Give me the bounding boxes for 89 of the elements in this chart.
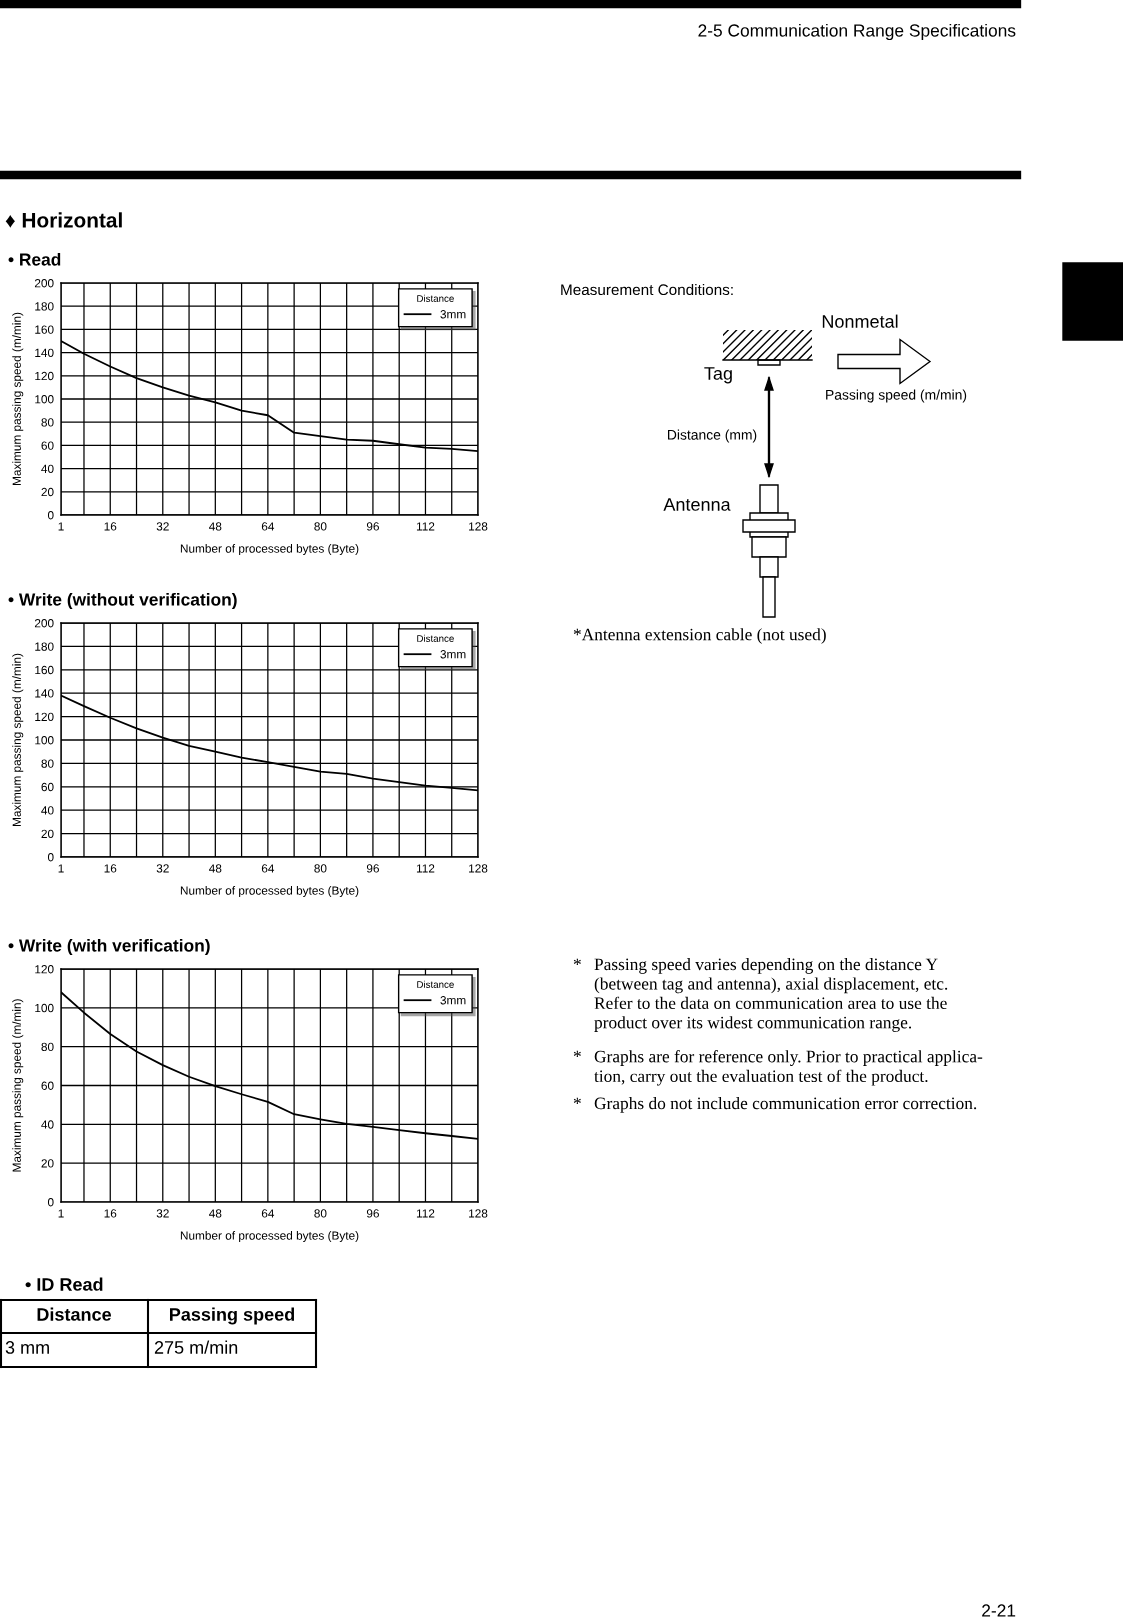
y-axis-title: Maximum passing speed (m/min) — [12, 999, 24, 1172]
legend-title: Distance — [417, 980, 454, 988]
x-tick-label: 48 — [209, 864, 222, 873]
x-tick-label: 48 — [209, 1209, 222, 1218]
x-tick-label: 80 — [314, 1209, 327, 1218]
y-tick-label: 200 — [34, 619, 54, 628]
x-tick-label: 96 — [366, 1209, 379, 1218]
y-tick-label: 160 — [35, 665, 54, 675]
y-tick-label: 160 — [35, 325, 54, 334]
x-tick-label: 1 — [58, 522, 64, 531]
legend-label: 3mm — [440, 650, 466, 659]
text: Measurement Conditions: — [561, 283, 733, 296]
text: Tag — [704, 367, 732, 384]
text: Nonmetal — [822, 314, 898, 328]
x-tick-label: 64 — [261, 1209, 275, 1218]
chart-title: • Read — [8, 252, 61, 266]
y-tick-label: 80 — [41, 418, 54, 427]
legend-label: 3mm — [440, 310, 466, 319]
y-tick-label: 60 — [41, 441, 54, 450]
text: 3 mm — [5, 1341, 49, 1354]
y-tick-label: 120 — [35, 371, 54, 381]
x-tick-label: 32 — [156, 864, 169, 873]
text: • ID Read — [25, 1277, 103, 1291]
text: Distance (mm) — [668, 429, 757, 443]
text: *Antenna extension cable (not used) — [573, 628, 826, 644]
chart-title: • Write (with verification) — [8, 938, 210, 956]
text: * Graphs are for reference only. Prior to practical applica- tion, carry out the evaluation test of the product. — [573, 1050, 983, 1086]
text: * Graphs do not include communication error correction. — [573, 1097, 977, 1113]
y-tick-label: 140 — [35, 689, 54, 698]
text: Passing speed (m/min) — [826, 389, 967, 403]
text: 2-5 Communication Range Specifications — [698, 23, 1016, 41]
y-tick-label: 20 — [41, 829, 54, 838]
x-tick-label: 16 — [104, 1209, 117, 1218]
y-tick-label: 100 — [35, 1003, 54, 1013]
text: 2-21 — [982, 1604, 1016, 1617]
y-tick-label: 80 — [41, 759, 54, 768]
y-tick-label: 120 — [35, 712, 54, 721]
y-tick-label: 20 — [41, 1159, 54, 1168]
y-tick-label: 100 — [35, 736, 54, 745]
text: Antenna — [663, 498, 731, 511]
y-tick-label: 80 — [41, 1042, 54, 1052]
x-tick-label: 128 — [469, 522, 488, 531]
y-tick-label: 40 — [41, 1120, 54, 1129]
x-tick-label: 112 — [416, 522, 435, 531]
y-tick-label: 180 — [35, 302, 54, 311]
legend-title: Distance — [417, 294, 454, 302]
y-axis-title: Maximum passing speed (m/min) — [12, 312, 24, 485]
x-tick-label: 16 — [104, 522, 117, 531]
legend-label: 3mm — [440, 996, 466, 1005]
legend-title: Distance — [417, 634, 454, 642]
x-tick-label: 112 — [416, 1209, 435, 1218]
x-tick-label: 80 — [314, 864, 327, 873]
y-tick-label: 180 — [35, 642, 54, 651]
x-tick-label: 128 — [469, 864, 488, 873]
y-tick-label: 40 — [41, 464, 54, 473]
x-tick-label: 1 — [58, 864, 64, 873]
text: Passing speed — [169, 1307, 295, 1325]
y-tick-label: 0 — [47, 1198, 54, 1207]
x-tick-label: 128 — [469, 1209, 488, 1218]
x-tick-label: 96 — [366, 864, 379, 873]
x-axis-title: Number of processed bytes (Byte) — [180, 544, 359, 556]
x-tick-label: 96 — [366, 522, 379, 531]
x-tick-label: 32 — [156, 522, 169, 531]
y-tick-label: 20 — [41, 487, 54, 497]
x-tick-label: 32 — [156, 1209, 169, 1218]
y-tick-label: 100 — [35, 395, 54, 404]
y-tick-label: 40 — [41, 806, 54, 815]
x-tick-label: 48 — [209, 522, 222, 531]
x-tick-label: 112 — [416, 864, 435, 873]
text: * Passing speed varies depending on the distance Y (between tag and antenna), axial displacement, etc. Refer to the data on communication area to use the product over its widest communication range. — [573, 958, 948, 1032]
y-tick-label: 60 — [41, 1081, 54, 1090]
text: Distance — [37, 1307, 112, 1321]
y-axis-title: Maximum passing speed (m/min) — [12, 653, 24, 826]
text: ♦ Horizontal — [5, 212, 122, 228]
text: 275 m/min — [154, 1340, 238, 1354]
y-tick-label: 120 — [35, 965, 54, 974]
chart-title: • Write (without verification) — [8, 592, 237, 610]
x-tick-label: 1 — [58, 1209, 64, 1218]
x-tick-label: 80 — [314, 522, 327, 531]
x-tick-label: 16 — [104, 864, 117, 873]
y-tick-label: 200 — [34, 279, 54, 288]
y-tick-label: 140 — [35, 348, 54, 357]
y-tick-label: 0 — [47, 511, 54, 520]
x-axis-title: Number of processed bytes (Byte) — [180, 1231, 359, 1243]
y-tick-label: 0 — [47, 853, 54, 862]
x-axis-title: Number of processed bytes (Byte) — [180, 886, 359, 898]
y-tick-label: 60 — [41, 782, 54, 792]
x-tick-label: 64 — [261, 864, 275, 873]
x-tick-label: 64 — [261, 522, 275, 531]
